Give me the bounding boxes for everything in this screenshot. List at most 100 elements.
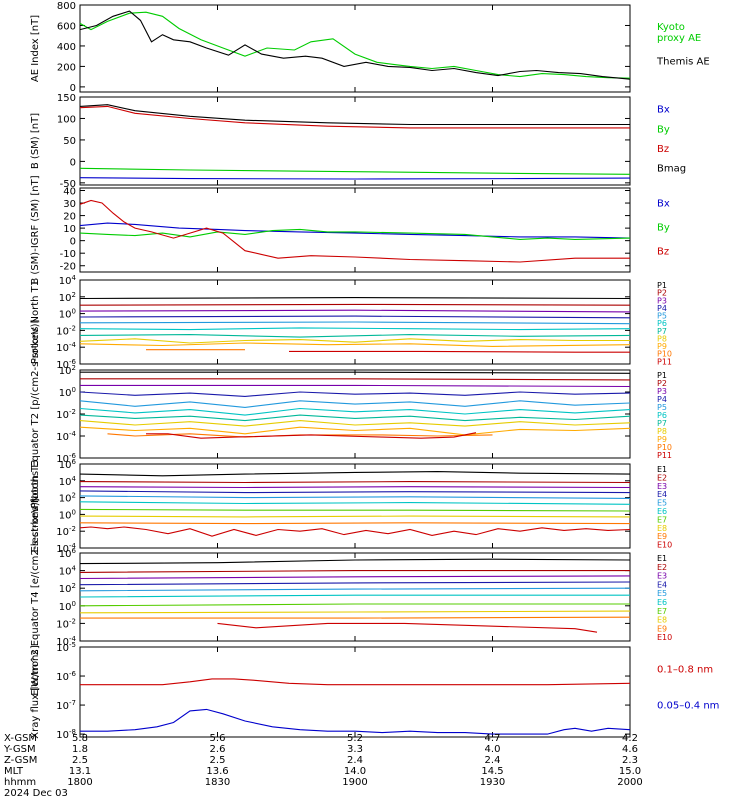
y-tick-label: -10 [60,249,76,260]
panel-6: 10-4 10-2 100 102 104 106 Electrons North T3 E1… [30,458,672,555]
y-tick-label: 10-6 [56,670,76,683]
axis-row-value: 14.5 [481,766,503,777]
y-tick-label: 10-4 [56,341,76,354]
series-line [79,581,631,586]
axis-row-value: 2000 [617,777,642,788]
legend-label: Bmag [657,163,686,174]
y-tick-label: 40 [63,187,76,198]
series-line [79,407,631,416]
axis-row-value: 4.6 [622,744,638,755]
series-line [79,105,630,129]
series-line [79,526,631,537]
legend-label: P7 [657,419,667,428]
legend-label: E3 [657,572,667,581]
legend-label: E3 [657,482,667,491]
panel-frame [79,4,631,93]
legend-label: P2 [657,379,667,388]
series-line [79,515,631,518]
y-axis-label: B (SM) [nT] [30,113,41,169]
series-line [80,378,631,381]
legend-label: P11 [657,357,672,366]
series-line [79,501,631,505]
legend-label: E10 [657,541,672,550]
series-line [289,350,630,353]
y-tick-label: 102 [59,291,76,304]
series-line [79,558,631,565]
series-line [79,342,631,347]
legend-label: P10 [657,350,672,359]
series-line [80,384,631,388]
series-line [79,104,630,126]
legend-label: P5 [657,312,667,321]
y-axis-label: Protons Equator T2 [p/(cm2-s-sr-keV)] [30,319,41,508]
series-line [79,167,631,175]
legend-label: E5 [657,589,667,598]
legend-label: proxy AE [657,33,701,44]
y-axis-label: Electrons North T3 [30,459,41,552]
axis-row-value: 5.2 [347,733,363,744]
y-tick-label: 10-2 [56,525,76,538]
axis-row-value: 1830 [205,777,230,788]
axis-row-label: Y-GSM [3,744,36,755]
y-tick-label: 10-6 [56,358,76,371]
axis-row-value: 14.0 [344,766,366,777]
y-axis-label: Protons North T1 [30,280,41,364]
series-line [79,10,631,80]
series-line [79,315,631,319]
axis-row-value: 2.3 [622,755,638,766]
legend-label: E4 [657,490,667,499]
legend-label: E10 [657,633,672,642]
y-tick-label: 10-5 [56,641,76,654]
series-line [79,594,630,598]
series-line [79,391,631,397]
y-tick-label: 100 [59,600,76,613]
y-tick-label: 10-2 [56,324,76,337]
y-tick-label: 104 [59,475,77,488]
series-line [79,303,631,306]
y-tick-label: 600 [57,21,76,32]
axis-row-value: 2.5 [210,755,226,766]
series-line [79,414,631,422]
y-tick-label: -20 [60,262,76,273]
series-line [79,297,631,300]
axis-row-label: MLT [4,766,24,777]
y-tick-label: 10-4 [56,430,76,443]
axis-row-label: X-GSM [4,733,37,744]
legend-label: P2 [657,289,667,298]
series-line [79,327,631,331]
legend-label: E2 [657,563,667,572]
axis-row-value: 15.0 [619,766,641,777]
legend-label: P9 [657,342,667,351]
axis-row-value: 1900 [342,777,367,788]
y-axis-label: Electrons Equator T4 [e/(cm2-s-sr-keV)] [30,498,41,695]
axis-row-value: 4.7 [485,733,501,744]
legend-label: P3 [657,296,667,305]
legend-label: P4 [657,395,667,404]
panel-5: 10-6 10-4 10-2 100 102 Protons Equator T2 [p/… [30,319,672,508]
y-tick-label: 100 [59,386,76,399]
axis-row-value: 4.2 [622,733,638,744]
y-tick-label: 10-8 [56,728,76,741]
series-line [80,708,631,735]
legend-label: P5 [657,403,667,412]
legend-label: P8 [657,427,667,436]
y-tick-label: 0 [70,157,76,168]
axis-row-value: 2.6 [210,744,226,755]
legend-label: P8 [657,334,667,343]
series-line [79,587,631,592]
y-tick-label: 10-2 [56,408,76,421]
axis-row-value: 1.8 [72,744,88,755]
y-tick-label: 106 [59,458,77,471]
axis-row-value: 13.6 [206,766,228,777]
panel-2: -50 0 50 100 150 B (SM) [nT] Bx By Bz Bmag [30,93,686,190]
y-tick-label: 10 [63,224,76,235]
y-tick-label: 400 [57,42,76,53]
axis-row-value: 2.5 [72,755,88,766]
legend-label: Bx [657,198,670,209]
y-tick-label: 800 [57,1,76,12]
series-line [79,321,631,325]
series-line [79,11,631,79]
y-tick-label: 106 [59,547,77,560]
